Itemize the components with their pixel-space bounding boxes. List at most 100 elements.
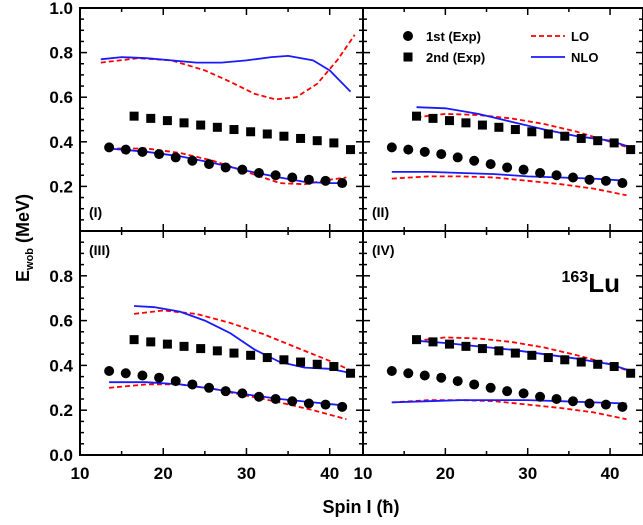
panel-3: (III) <box>79 230 364 456</box>
plot-area <box>104 305 356 421</box>
plot-area <box>386 335 636 421</box>
exp-2nd-point <box>329 138 339 148</box>
y-axis-title-unit: (MeV) <box>13 194 33 248</box>
exp-2nd-point <box>129 335 139 345</box>
exp-1st-point <box>568 172 578 183</box>
x-tick-label: 20 <box>436 464 455 483</box>
exp-2nd-point <box>412 335 422 345</box>
legend-label: 1st (Exp) <box>426 29 481 44</box>
exp-1st-point <box>337 178 348 189</box>
y-axis-title-subscript: wob <box>24 248 36 271</box>
exp-1st-point <box>436 372 447 383</box>
exp-2nd-point <box>510 125 520 135</box>
exp-1st-point <box>386 142 397 153</box>
exp-2nd-point <box>560 131 570 141</box>
exp-2nd-point <box>593 136 603 146</box>
exp-1st-point <box>469 379 480 390</box>
exp-1st-point <box>154 149 165 160</box>
exp-2nd-point <box>444 339 454 349</box>
nuclide-symbol: Lu <box>588 268 620 298</box>
exp-2nd-point <box>576 357 586 367</box>
exp-2nd-point <box>296 357 306 367</box>
legend-label: NLO <box>571 50 598 65</box>
exp-2nd-point <box>146 337 156 347</box>
exp-1st-point <box>452 152 463 163</box>
exp-1st-point <box>320 175 331 186</box>
exp-2nd-point <box>296 133 306 143</box>
exp-2nd-point <box>196 120 206 130</box>
exp-2nd-point <box>444 116 454 126</box>
exp-1st-point <box>617 401 628 412</box>
panel-frame <box>79 230 364 456</box>
exp-1st-point <box>204 382 215 393</box>
panel-1: (I) <box>79 7 364 232</box>
panel-label: (II) <box>372 204 389 220</box>
exp-1st-point <box>187 155 198 166</box>
exp-1st-point <box>419 370 430 381</box>
exp-2nd-point <box>510 348 520 358</box>
exp-2nd-point <box>494 122 504 132</box>
x-tick-label: 10 <box>71 464 90 483</box>
exp-1st-point <box>303 398 314 409</box>
panel-frame <box>79 7 364 232</box>
exp-1st-point <box>287 172 298 183</box>
nuclide-mass-number: 163 <box>562 269 589 286</box>
exp-1st-point <box>502 386 513 397</box>
legend-item-lo: LO <box>531 29 589 44</box>
exp-1st-point <box>237 164 248 175</box>
exp-2nd-point <box>346 368 356 378</box>
exp-2nd-point <box>279 131 289 141</box>
panels-layer: (I) (II) (III) (IV) <box>79 7 643 456</box>
exp-2nd-point <box>543 129 553 139</box>
exp-1st-point <box>154 372 165 383</box>
lo-1st-line <box>391 175 627 197</box>
exp-2nd-point <box>626 145 636 155</box>
exp-1st-point <box>518 388 529 399</box>
nlo-2nd-line <box>416 106 636 150</box>
exp-2nd-point <box>461 118 471 128</box>
exp-2nd-point <box>593 359 603 369</box>
nuclide-label: 163Lu <box>562 268 620 298</box>
exp-1st-point <box>600 175 611 186</box>
x-tick-label: 10 <box>354 464 373 483</box>
nlo-2nd-line <box>100 55 352 93</box>
lo-2nd-line <box>416 113 636 151</box>
panel-frame <box>362 230 643 456</box>
exp-2nd-point <box>279 355 289 365</box>
exp-2nd-point <box>229 125 239 135</box>
y-tick-label: 0.2 <box>49 177 73 196</box>
panel-4: (IV) <box>362 230 643 456</box>
y-tick-label: 0.0 <box>49 446 73 465</box>
y-tick-label: 0.4 <box>49 356 73 375</box>
exp-1st-point <box>568 396 578 407</box>
lo-2nd-line <box>416 336 636 375</box>
exp-1st-point <box>137 370 148 381</box>
exp-2nd-point <box>626 368 636 378</box>
exp-1st-point <box>419 146 430 157</box>
exp-1st-point <box>170 376 181 387</box>
exp-1st-point <box>502 162 513 173</box>
exp-2nd-point <box>179 118 189 128</box>
y-axis-title: Ewob (MeV) <box>13 194 36 282</box>
exp-2nd-point <box>527 350 537 360</box>
exp-2nd-point <box>229 348 239 358</box>
exp-2nd-point <box>262 353 272 363</box>
exp-1st-point <box>551 394 562 404</box>
y-tick-label: 1.0 <box>49 0 73 18</box>
lo-1st-line <box>391 399 627 421</box>
lo-2nd-line <box>133 309 356 373</box>
exp-1st-point <box>584 398 595 409</box>
y-tick-label: 0.2 <box>49 401 73 420</box>
exp-2nd-point <box>179 341 189 351</box>
plot-area <box>386 106 636 197</box>
exp-1st-point <box>485 159 496 170</box>
exp-1st-point <box>270 394 281 404</box>
exp-1st-point <box>303 174 314 185</box>
exp-2nd-point <box>609 362 619 372</box>
exp-1st-point <box>220 162 231 173</box>
tick-labels-layer: 0.2 0.4 0.6 0.8 1.0 0.0 0.2 0.4 0.6 0.8 10 20 30 40 10… <box>49 0 619 483</box>
exp-2nd-point <box>477 344 487 354</box>
plot-area <box>100 34 356 189</box>
exp-1st-point <box>253 168 264 179</box>
exp-1st-point <box>535 391 546 402</box>
